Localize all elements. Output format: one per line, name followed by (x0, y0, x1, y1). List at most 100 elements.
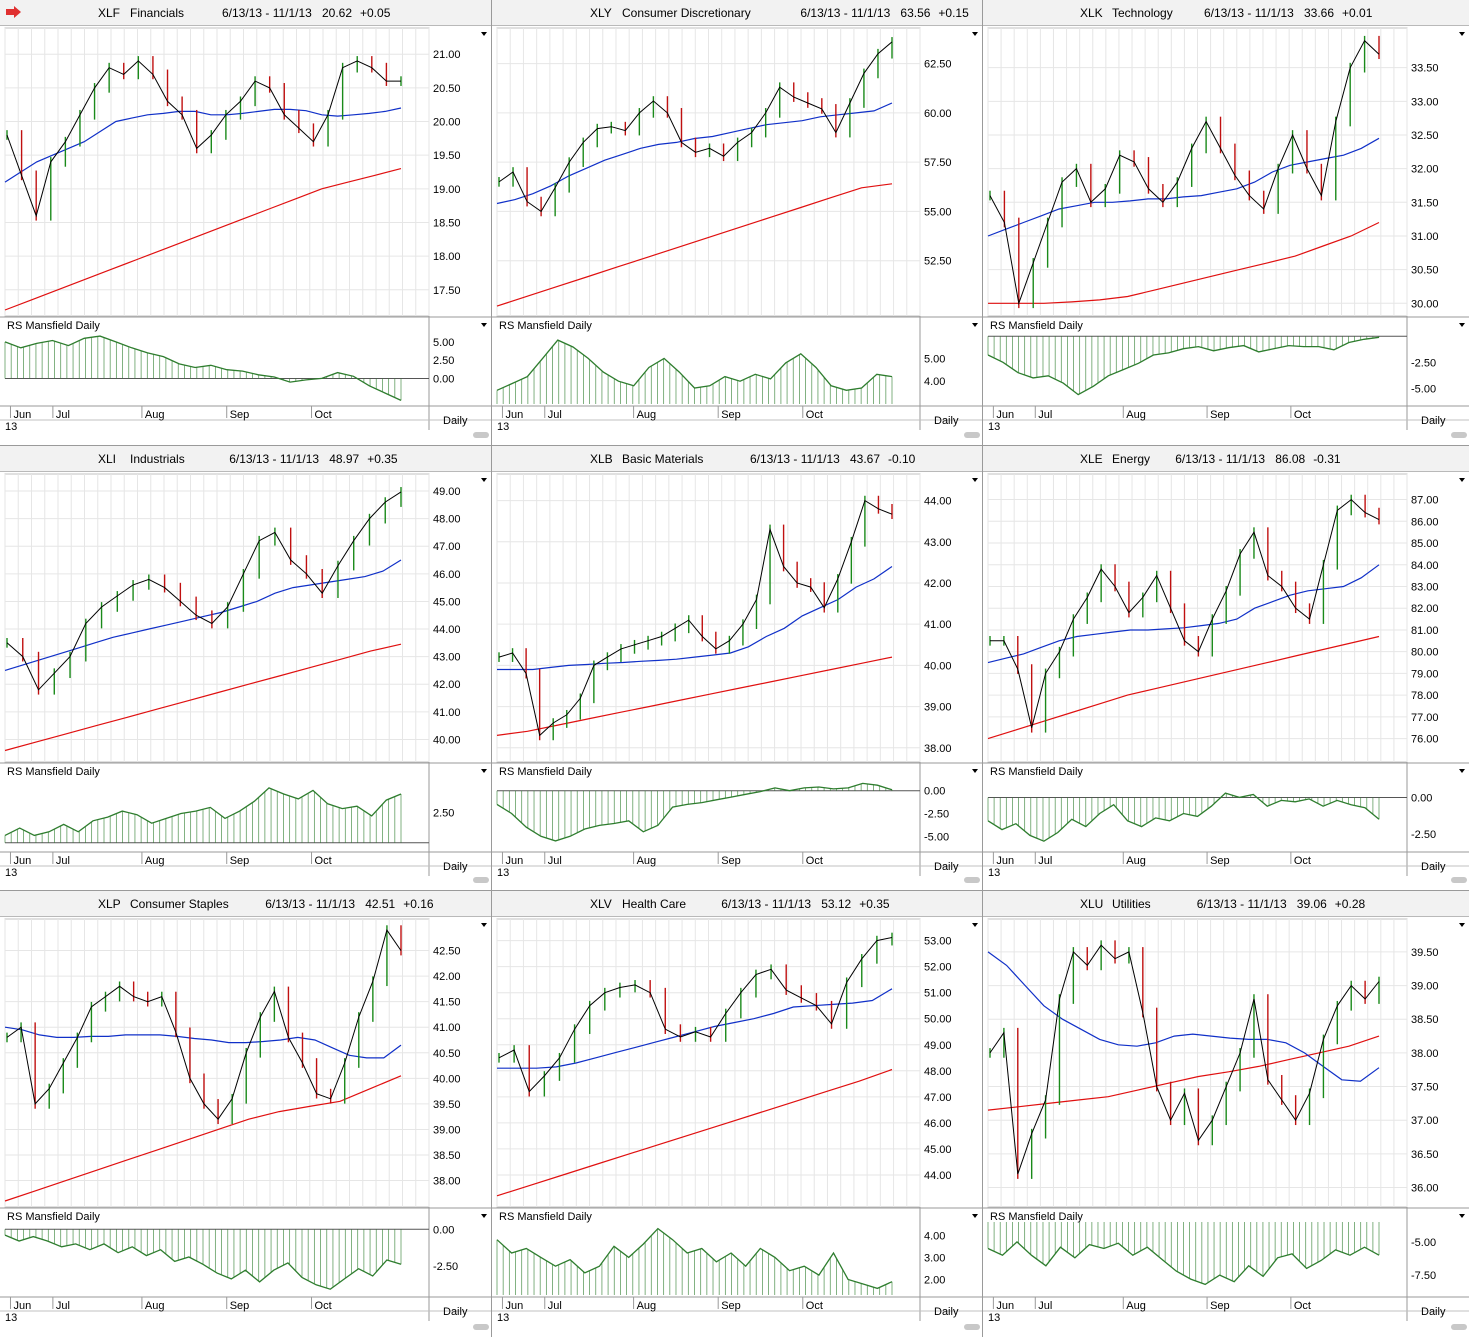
price-tick-label: 39.50 (1411, 947, 1439, 959)
period-label[interactable]: Daily (1421, 1306, 1446, 1318)
year-label: 13 (497, 1312, 509, 1324)
month-label: Aug (145, 409, 165, 421)
pane-menu-icon[interactable] (1459, 769, 1465, 773)
month-label: Aug (1126, 1300, 1146, 1312)
price-tick-label: 41.00 (433, 1022, 461, 1034)
chart-header: XLV Health Care 6/13/13 - 11/1/13 53.12 +0.3… (492, 891, 982, 917)
ma-fast-line (497, 988, 893, 1069)
price-tick-label: 84.00 (1411, 560, 1439, 572)
pane-scroll-handle[interactable] (473, 1324, 489, 1330)
month-label: Jul (56, 1300, 70, 1312)
price-tick-label: 76.00 (1411, 734, 1439, 746)
year-label: 13 (988, 1312, 1000, 1324)
month-label: Sep (230, 1300, 250, 1312)
price-tick-label: 45.00 (433, 596, 461, 608)
chart-canvas[interactable]: 53.00 52.00 51.00 50.00 49.00 48.00 47.00 46.00… (492, 891, 982, 1337)
date-range-label: 6/13/13 - 11/1/13 (1175, 452, 1266, 466)
price-tick-label: 50.00 (924, 1014, 952, 1026)
chart-canvas[interactable]: 44.00 43.00 42.00 41.00 40.00 39.00 38.00 RS Ma… (492, 446, 982, 890)
pane-menu-icon[interactable] (972, 923, 978, 927)
rs-line (4, 335, 402, 401)
price-tick-label: 52.00 (924, 962, 952, 974)
month-label: Jul (1038, 409, 1052, 421)
last-price-label: 33.66 (1304, 6, 1335, 20)
pane-menu-icon[interactable] (972, 478, 978, 482)
period-label[interactable]: Daily (934, 1306, 959, 1318)
pane-menu-icon[interactable] (1459, 1214, 1465, 1218)
period-label[interactable]: Daily (443, 1306, 468, 1318)
chart-canvas[interactable]: 62.50 60.00 57.50 55.00 52.50 RS Mansfield Da… (492, 0, 982, 445)
month-label: Oct (806, 1300, 823, 1312)
pane-menu-icon[interactable] (1459, 32, 1465, 36)
rs-line (4, 787, 402, 837)
pane-menu-icon[interactable] (972, 769, 978, 773)
price-tick-label: 47.00 (433, 541, 461, 553)
pane-menu-icon[interactable] (481, 478, 487, 482)
chart-panel-xlf[interactable]: XLF Financials 6/13/13 - 11/1/13 20.62 +0.05… (0, 0, 491, 445)
pane-scroll-handle[interactable] (1451, 1324, 1467, 1330)
price-line (6, 928, 402, 1121)
period-label[interactable]: Daily (443, 415, 468, 427)
chart-canvas[interactable]: 39.50 39.00 38.50 38.00 37.50 37.00 36.50 36.00… (983, 891, 1469, 1337)
period-label[interactable]: Daily (443, 861, 468, 873)
chart-panel-xlb[interactable]: XLB Basic Materials 6/13/13 - 11/1/13 43.67… (492, 446, 982, 890)
chart-canvas[interactable]: 42.50 42.00 41.50 41.00 40.50 40.00 39.50 39.00… (0, 891, 491, 1337)
pane-menu-icon[interactable] (1459, 923, 1465, 927)
price-tick-label: 39.50 (433, 1099, 461, 1111)
pane-scroll-handle[interactable] (964, 432, 980, 438)
price-tick-label: 55.00 (924, 206, 952, 218)
pane-scroll-handle[interactable] (964, 1324, 980, 1330)
pane-menu-icon[interactable] (972, 323, 978, 327)
pane-scroll-handle[interactable] (964, 877, 980, 883)
ma-slow-line (4, 643, 402, 752)
period-label[interactable]: Daily (1421, 861, 1446, 873)
ma-slow-line (496, 656, 893, 736)
month-label: Sep (721, 1300, 741, 1312)
red-arrow-icon[interactable] (6, 6, 22, 18)
chart-panel-xlv[interactable]: XLV Health Care 6/13/13 - 11/1/13 53.12 +0.3… (492, 891, 982, 1337)
rs-tick-label: 2.00 (924, 1275, 945, 1287)
pane-menu-icon[interactable] (972, 32, 978, 36)
chart-canvas[interactable]: 87.00 86.00 85.00 84.00 83.00 82.00 81.00 80.00… (983, 446, 1469, 890)
chart-panel-xlp[interactable]: XLP Consumer Staples 6/13/13 - 11/1/13 42.5… (0, 891, 491, 1337)
column-divider (982, 0, 983, 1337)
chart-panel-xly[interactable]: XLY Consumer Discretionary 6/13/13 - 11/1/… (492, 0, 982, 445)
chart-panel-xlk[interactable]: XLK Technology 6/13/13 - 11/1/13 33.66 +0.01… (983, 0, 1469, 445)
price-tick-label: 53.00 (924, 936, 952, 948)
pane-scroll-handle[interactable] (1451, 432, 1467, 438)
rs-tick-label: 0.00 (924, 786, 945, 798)
chart-canvas[interactable]: 49.00 48.00 47.00 46.00 45.00 44.00 43.00 42.00… (0, 446, 491, 890)
pane-menu-icon[interactable] (1459, 323, 1465, 327)
month-label: Aug (145, 1300, 165, 1312)
price-line (498, 41, 893, 213)
pane-scroll-handle[interactable] (473, 432, 489, 438)
chart-canvas[interactable]: 21.00 20.50 20.00 19.50 19.00 18.50 18.00 17.50… (0, 0, 491, 445)
pane-menu-icon[interactable] (972, 1214, 978, 1218)
price-tick-label: 37.00 (1411, 1115, 1439, 1127)
period-label[interactable]: Daily (1421, 415, 1446, 427)
pane-menu-icon[interactable] (481, 323, 487, 327)
rs-tick-label: 5.00 (433, 337, 454, 349)
chart-panel-xle[interactable]: XLE Energy 6/13/13 - 11/1/13 86.08 -0.31 87.0… (983, 446, 1469, 890)
date-range-label: 6/13/13 - 11/1/13 (1196, 897, 1287, 911)
pane-menu-icon[interactable] (1459, 478, 1465, 482)
year-label: 13 (497, 421, 509, 433)
month-label: Aug (637, 855, 657, 867)
chart-canvas[interactable]: 33.50 33.00 32.50 32.00 31.50 31.00 30.50 30.00… (983, 0, 1469, 445)
chart-panel-xli[interactable]: XLI Industrials 6/13/13 - 11/1/13 48.97 +0.3… (0, 446, 491, 890)
pane-menu-icon[interactable] (481, 32, 487, 36)
month-label: Sep (1210, 409, 1230, 421)
pane-menu-icon[interactable] (481, 923, 487, 927)
pane-menu-icon[interactable] (481, 1214, 487, 1218)
chart-panel-xlu[interactable]: XLU Utilities 6/13/13 - 11/1/13 39.06 +0.28 3… (983, 891, 1469, 1337)
price-change-label: +0.28 (1334, 897, 1366, 911)
sector-label: Consumer Discretionary (622, 6, 751, 20)
price-tick-label: 49.00 (433, 486, 461, 498)
price-change-label: +0.35 (859, 897, 890, 911)
period-label[interactable]: Daily (934, 415, 959, 427)
pane-scroll-handle[interactable] (1451, 877, 1467, 883)
pane-scroll-handle[interactable] (473, 877, 489, 883)
period-label[interactable]: Daily (934, 861, 959, 873)
price-tick-label: 40.00 (433, 1073, 461, 1085)
pane-menu-icon[interactable] (481, 769, 487, 773)
